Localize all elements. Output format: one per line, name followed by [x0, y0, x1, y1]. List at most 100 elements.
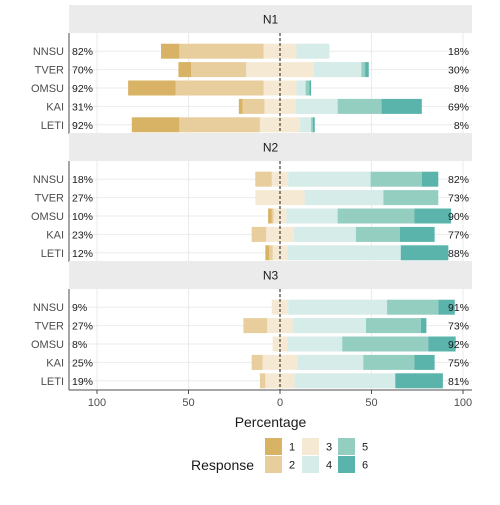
bar-segment-2	[259, 373, 266, 389]
low-pct-label: 25%	[72, 357, 93, 369]
low-pct-label: 92%	[72, 83, 93, 95]
bar-segment-2	[191, 62, 247, 78]
high-pct-label: 88%	[448, 248, 469, 260]
bar-segment-4	[304, 190, 384, 206]
bar-segment-3-low	[263, 43, 280, 59]
low-pct-label: 92%	[72, 120, 93, 132]
legend-label-5: 5	[362, 442, 368, 454]
bar-segment-3-low	[271, 299, 280, 315]
high-pct-label: 8%	[454, 120, 469, 132]
bar-segment-3-high	[280, 354, 298, 370]
high-pct-label: 73%	[448, 193, 469, 205]
legend-label-4: 4	[326, 460, 332, 472]
row-label: LETI	[41, 376, 64, 388]
bar-segment-6	[414, 354, 435, 370]
bar-segment-4	[288, 299, 388, 315]
bar-segment-4	[297, 354, 364, 370]
bar-segment-6	[312, 117, 315, 133]
bar-row-nnsu: NNSU 18% 82%	[33, 171, 472, 187]
bar-segment-1	[238, 98, 243, 114]
high-pct-label: 30%	[448, 65, 469, 77]
bar-row-nnsu: NNSU 82% 18%	[33, 43, 472, 59]
bar-segment-6	[421, 171, 439, 187]
bar-segment-6	[399, 226, 435, 242]
legend-label-3: 3	[326, 442, 332, 454]
row-label: NNSU	[33, 46, 64, 58]
legend-key-6	[338, 456, 355, 473]
bar-segment-4	[294, 373, 396, 389]
bar-row-kai: KAI 23% 77%	[46, 226, 472, 242]
bar-segment-3-low	[272, 245, 280, 261]
row-label: NNSU	[33, 174, 64, 186]
bar-segment-1	[161, 43, 180, 59]
row-label: NNSU	[33, 302, 64, 314]
bar-segment-5	[337, 98, 382, 114]
bar-segment-6	[428, 336, 456, 352]
bar-segment-6	[414, 208, 452, 224]
high-pct-label: 91%	[448, 302, 469, 314]
bar-segment-5	[305, 80, 310, 96]
bar-row-leti: LETI 12% 88%	[41, 245, 472, 261]
legend-key-5	[338, 438, 355, 455]
bar-segment-3-low	[259, 117, 280, 133]
high-pct-label: 90%	[448, 211, 469, 223]
high-pct-label: 77%	[448, 229, 469, 241]
bar-segment-3-low	[246, 62, 280, 78]
bar-segment-2	[179, 117, 260, 133]
bar-segment-6	[381, 98, 422, 114]
x-tick-label: 50	[182, 397, 194, 409]
legend-title: Response	[191, 457, 254, 473]
bar-row-omsu: OMSU 10% 90%	[31, 208, 472, 224]
bar-segment-4	[287, 245, 401, 261]
bar-row-omsu: OMSU 92% 8%	[31, 80, 472, 96]
bar-segment-3-high	[280, 318, 293, 334]
low-pct-label: 19%	[72, 376, 93, 388]
bar-segment-5	[337, 208, 415, 224]
low-pct-label: 70%	[72, 65, 93, 77]
low-pct-label: 27%	[72, 193, 93, 205]
low-pct-label: 18%	[72, 174, 93, 186]
bar-segment-3-high	[280, 373, 295, 389]
bar-segment-3-high	[280, 98, 296, 114]
legend: Response 1 2 3 4 5 6	[191, 438, 368, 473]
bar-segment-3-low	[266, 226, 280, 242]
panel-strip	[69, 133, 472, 161]
bar-segment-6	[400, 245, 449, 261]
bar-segment-3-low	[255, 190, 280, 206]
row-label: TVER	[35, 193, 64, 205]
bar-segment-5	[311, 117, 313, 133]
legend-key-2	[265, 456, 282, 473]
bar-segment-6	[365, 62, 369, 78]
panel-n1: N1 NNSU 82% 18% TVER 70% 30% OMSU 92% 8% KAI 31% 69%…	[31, 5, 472, 135]
bar-segment-3-low	[271, 171, 280, 187]
high-pct-label: 73%	[448, 321, 469, 333]
panel-title: N3	[263, 269, 279, 283]
bar-row-tver: TVER 27% 73%	[35, 190, 472, 206]
bar-segment-5	[383, 190, 439, 206]
legend-key-4	[302, 456, 319, 473]
bar-segment-3-low	[265, 373, 280, 389]
x-tick-label: 100	[454, 397, 472, 409]
bar-segment-3-high	[280, 299, 289, 315]
bar-segment-4	[293, 226, 356, 242]
legend-key-3	[302, 438, 319, 455]
bar-segment-5	[370, 171, 422, 187]
row-label: KAI	[46, 229, 64, 241]
bar-segment-3-low	[262, 354, 280, 370]
bar-segment-6	[309, 80, 312, 96]
bar-segment-2	[243, 318, 268, 334]
bar-row-kai: KAI 31% 69%	[46, 98, 472, 114]
bar-segment-4	[295, 98, 338, 114]
row-label: OMSU	[31, 83, 64, 95]
bar-segment-1	[128, 80, 176, 96]
low-pct-label: 23%	[72, 229, 93, 241]
bar-segment-2	[269, 245, 273, 261]
bar-segment-1	[178, 62, 192, 78]
legend-key-1	[265, 438, 282, 455]
bar-segment-3-high	[280, 171, 289, 187]
row-label: LETI	[41, 248, 64, 260]
bar-row-tver: TVER 70% 30%	[35, 62, 472, 78]
row-label: OMSU	[31, 211, 64, 223]
panel-strip	[69, 5, 472, 33]
